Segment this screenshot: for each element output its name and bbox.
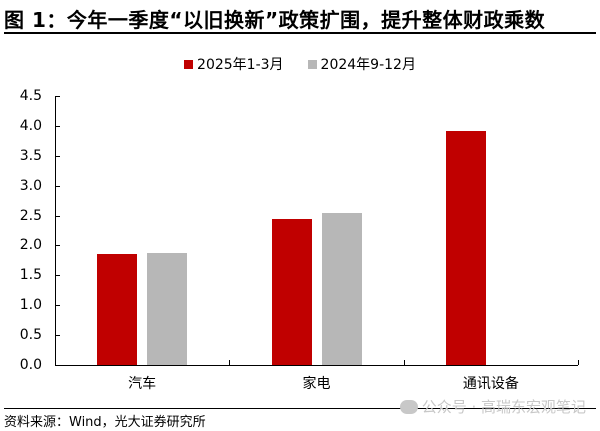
y-tick-label: 4.0 bbox=[19, 117, 42, 134]
x-tick-mark bbox=[403, 360, 405, 365]
y-tick-mark bbox=[55, 275, 60, 277]
y-tick-label: 1.0 bbox=[19, 297, 42, 314]
y-tick-mark bbox=[55, 155, 60, 157]
y-tick-label: 3.5 bbox=[19, 147, 42, 164]
title-divider bbox=[4, 32, 596, 34]
wechat-icon bbox=[399, 399, 418, 414]
source-note: 资料来源：Wind，光大证券研究所 bbox=[4, 415, 206, 430]
x-tick-mark bbox=[229, 360, 231, 365]
y-tick-mark bbox=[55, 365, 60, 366]
y-tick-label: 0.5 bbox=[19, 327, 42, 344]
y-tick-label: 0.0 bbox=[19, 357, 42, 373]
y-tick-mark bbox=[55, 215, 60, 217]
x-tick-mark bbox=[55, 360, 56, 365]
bar-2025 bbox=[271, 219, 312, 365]
chart-title: 图 1：今年一季度“以旧换新”政策扩围，提升整体财政乘数 bbox=[4, 8, 546, 32]
x-category-label: 通讯设备 bbox=[462, 376, 519, 392]
y-tick-mark bbox=[55, 125, 60, 127]
y-tick-label: 2.0 bbox=[19, 237, 42, 254]
watermark-text: 公众号 · 高瑞东宏观笔记 bbox=[421, 398, 586, 416]
y-axis bbox=[55, 96, 56, 365]
y-tick-mark bbox=[55, 185, 60, 187]
y-tick-mark bbox=[55, 245, 60, 247]
legend-swatch-red-icon bbox=[184, 59, 194, 69]
y-tick-mark bbox=[55, 335, 60, 337]
y-tick-label: 4.5 bbox=[19, 88, 42, 104]
legend-item-2025: 2025年1-3月 bbox=[184, 54, 284, 74]
x-category-label: 家电 bbox=[302, 376, 331, 392]
legend-item-2024: 2024年9-12月 bbox=[307, 54, 416, 74]
legend-label: 2025年1-3月 bbox=[197, 57, 284, 73]
y-tick-mark bbox=[55, 305, 60, 307]
y-tick-label: 2.5 bbox=[19, 207, 42, 224]
x-category-label: 汽车 bbox=[128, 376, 157, 392]
x-axis bbox=[55, 365, 578, 366]
bar-2025 bbox=[445, 130, 486, 365]
bar-2024 bbox=[147, 253, 188, 365]
legend-label: 2024年9-12月 bbox=[320, 57, 416, 73]
x-tick-mark bbox=[578, 360, 579, 365]
y-tick-label: 3.0 bbox=[19, 177, 42, 194]
chart-legend: 2025年1-3月 2024年9-12月 bbox=[0, 54, 600, 74]
y-tick-mark bbox=[55, 96, 60, 97]
bar-2025 bbox=[97, 254, 138, 365]
y-tick-label: 1.5 bbox=[19, 267, 42, 284]
source-divider bbox=[4, 408, 596, 409]
bar-2024 bbox=[321, 213, 362, 365]
watermark: 公众号 · 高瑞东宏观笔记 bbox=[399, 396, 586, 417]
legend-swatch-gray-icon bbox=[307, 59, 317, 69]
